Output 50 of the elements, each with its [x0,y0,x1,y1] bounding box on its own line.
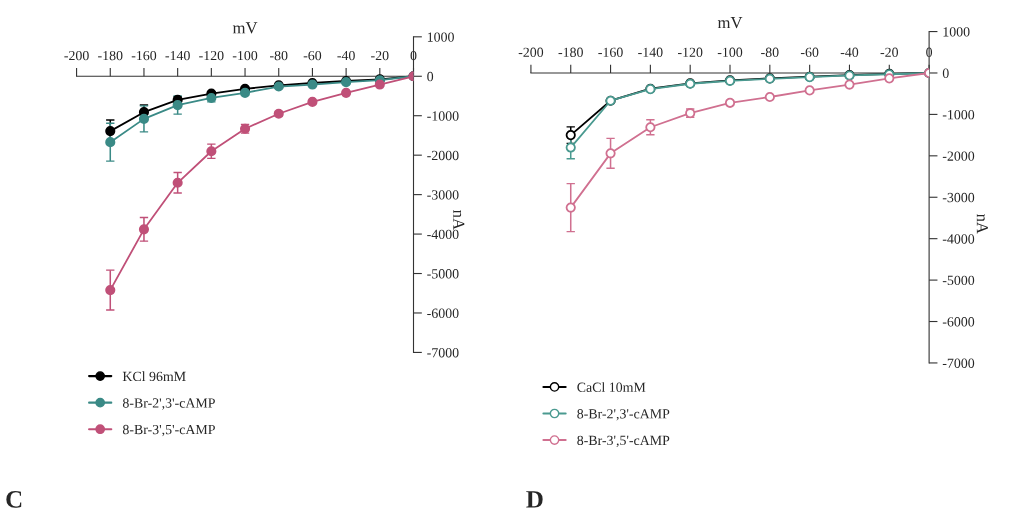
legend-label: 8-Br-2',3'-cAMP [122,398,215,410]
y-tick-label: -1000 [942,109,975,120]
x-tick-label: -180 [558,47,583,57]
y-axis-title: nA [453,210,465,230]
x-tick-label: -200 [518,47,544,57]
x-tick-label: -40 [337,50,355,61]
y-tick-label: 0 [427,71,434,82]
y-axis-title: nA [976,213,988,234]
y-tick-label: -3000 [427,190,459,200]
legend-label: 8-Br-3',5'-cAMP [122,424,215,437]
y-tick-label: -7000 [427,348,459,358]
text: C [6,490,22,508]
x-axis-title: mV [232,22,258,34]
legend-label: CaCl 10mM [577,382,646,392]
x-axis-title: mV [717,17,743,29]
x-tick-label: -100 [232,50,258,61]
x-tick-label: -80 [761,47,779,57]
x-tick-label: -180 [98,50,123,61]
y-tick-label: -7000 [942,358,975,368]
text: D [526,491,543,508]
x-tick-label: -200 [64,50,89,61]
x-tick-label: -60 [303,50,322,61]
y-tick-label: -3000 [942,192,975,203]
x-tick-label: -100 [717,47,743,57]
y-tick-label: 1000 [427,32,454,42]
y-tick-label: -5000 [427,269,459,279]
legend-label: 8-Br-3',5'-cAMP [577,435,670,448]
legend-label: 8-Br-2',3'-cAMP [577,409,670,421]
x-tick-label: -120 [677,47,703,57]
x-tick-label: -20 [880,47,899,57]
y-tick-label: 0 [942,68,949,78]
x-tick-label: -40 [840,47,859,57]
y-tick-label: -1000 [427,111,459,121]
legend-label: KCl 96mM [122,371,186,382]
y-tick-label: -5000 [942,275,975,286]
x-tick-label: -140 [638,47,663,57]
x-tick-label: -160 [598,47,623,57]
x-tick-label: -140 [165,50,190,61]
y-tick-label: -2000 [942,151,975,161]
x-tick-label: -20 [371,50,389,61]
x-tick-label: -60 [800,47,819,57]
x-tick-label: -80 [269,50,288,61]
y-tick-label: -2000 [427,150,459,161]
y-tick-label: 1000 [943,27,970,37]
x-tick-label: -120 [199,50,224,61]
x-tick-label: -160 [131,50,157,61]
y-tick-label: -4000 [942,234,975,244]
y-tick-label: -6000 [427,308,459,318]
y-tick-label: -6000 [942,317,975,327]
y-tick-label: -4000 [427,229,459,240]
